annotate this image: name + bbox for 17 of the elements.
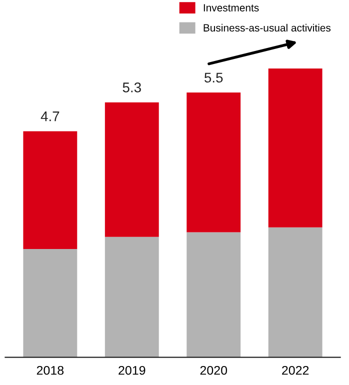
bar [268,227,322,358]
annotation: 5.5 [204,72,223,83]
bar [23,249,78,358]
x-tick-label: 2022 [282,366,309,375]
x-tick-label: 2020 [200,366,228,375]
annotation: 4.7 [40,112,60,122]
bar [268,68,322,228]
bar [23,131,78,249]
legend-label: Investments [204,4,259,12]
legend-label: Business-as-usual activities [204,24,331,32]
x-tick-label: 2018 [36,366,64,375]
bar [186,92,241,232]
bar [104,236,159,358]
bar [104,102,159,237]
annotation: 5.3 [122,82,141,92]
bar [186,232,241,358]
x-tick-label: 2019 [118,366,146,375]
